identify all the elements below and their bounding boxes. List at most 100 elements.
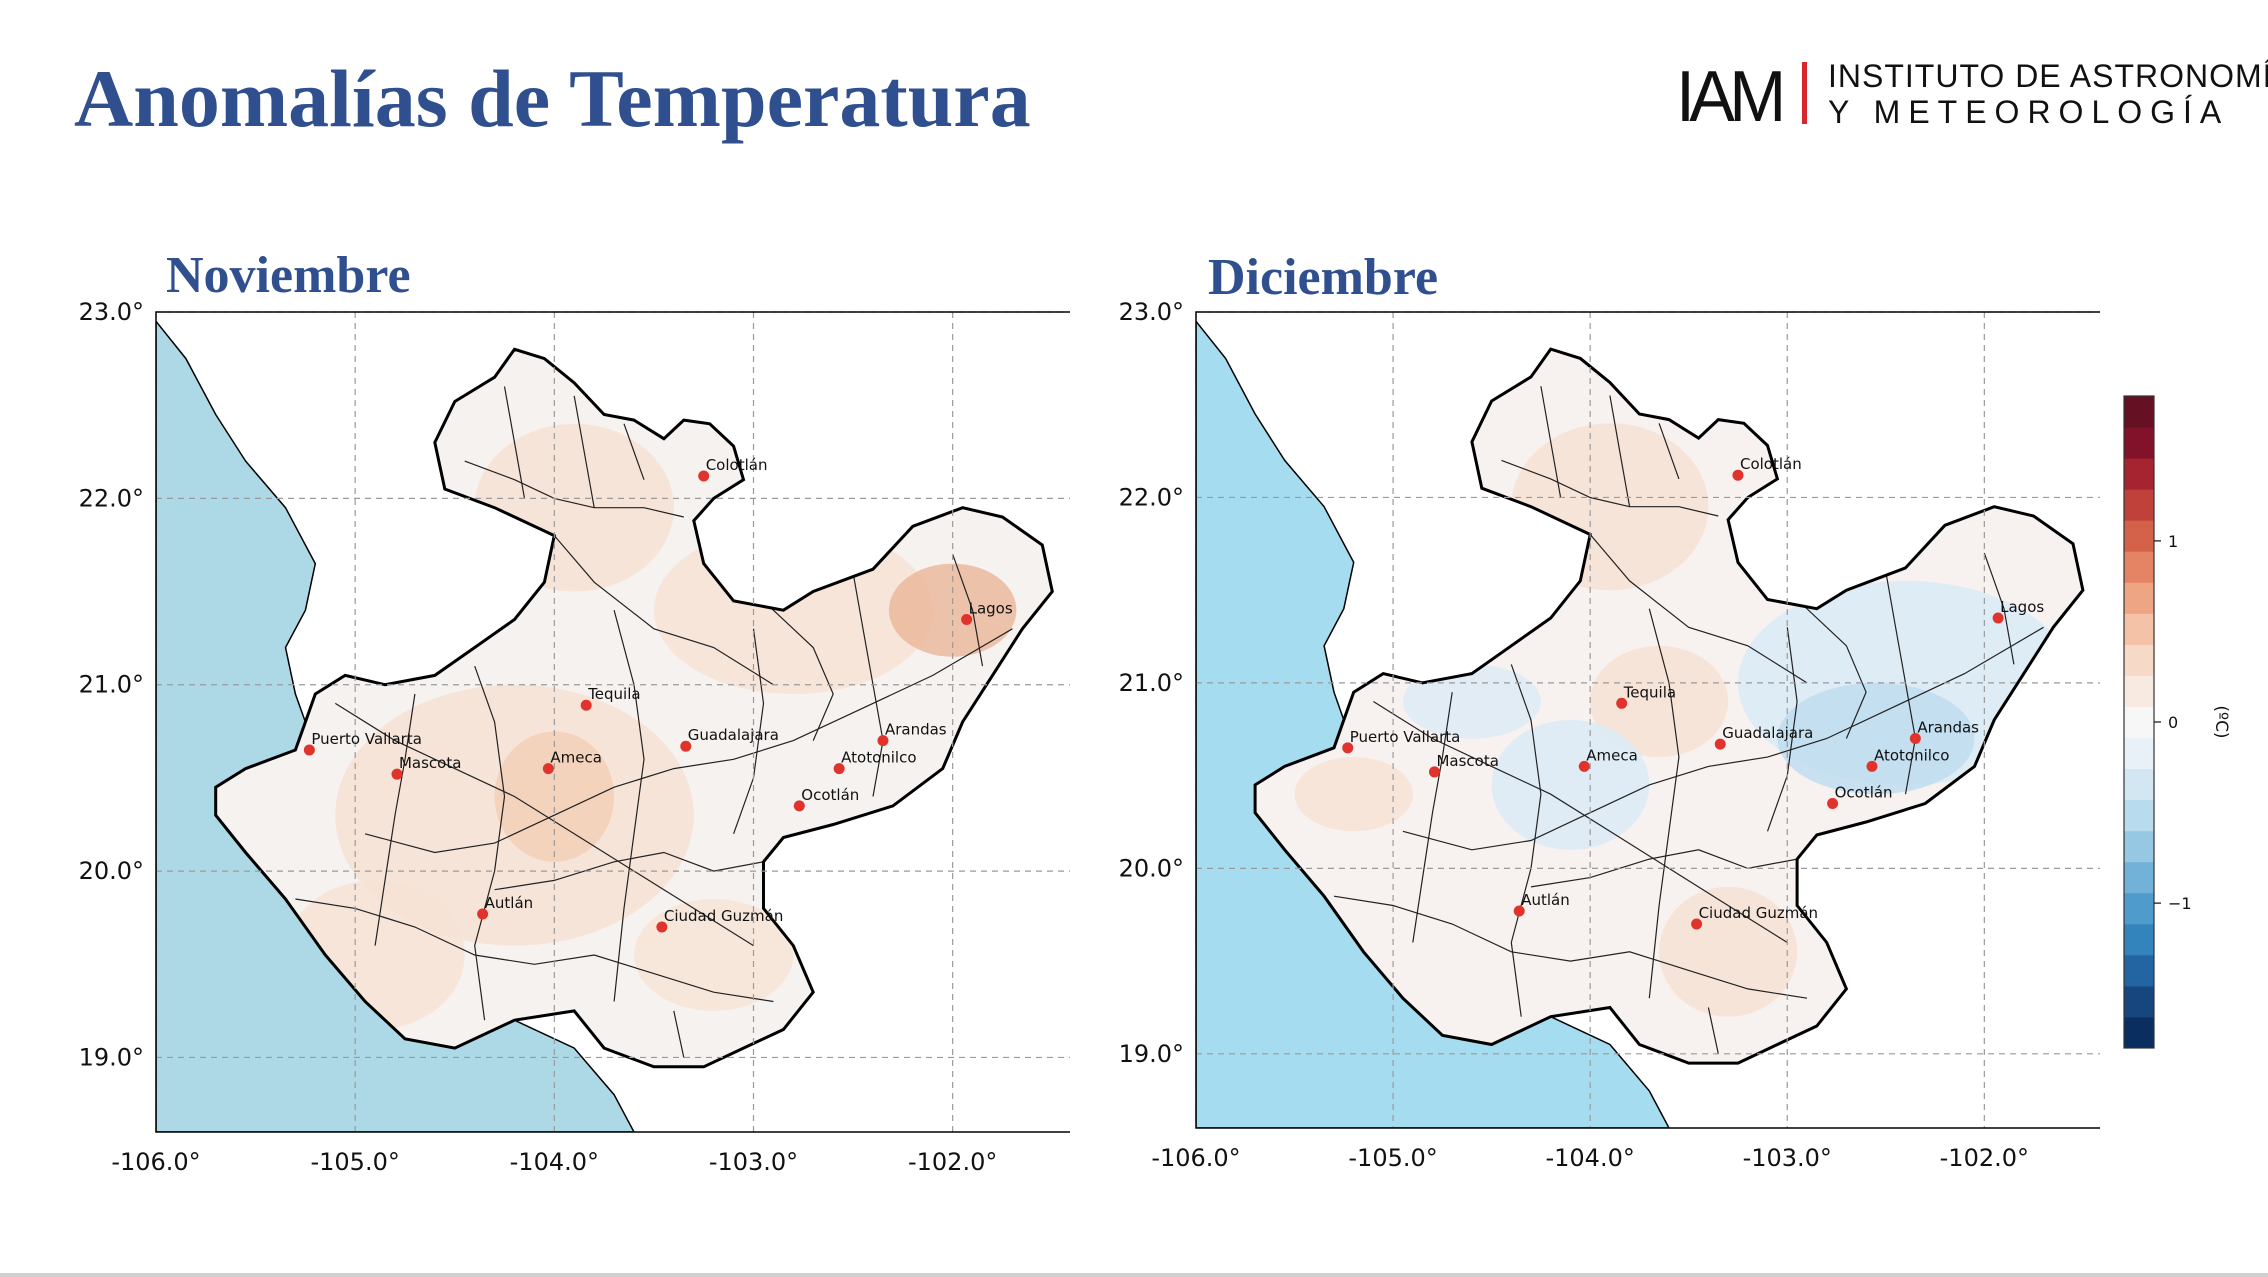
station-marker (833, 763, 845, 775)
municipal-boundary (1648, 608, 1680, 999)
lon-tick-label: -106.0° (1151, 1144, 1240, 1172)
station-marker (1578, 760, 1590, 772)
logo-text-line1: INSTITUTO DE ASTRONOMÍA (1828, 58, 2268, 94)
lat-tick-label: 21.0° (79, 671, 144, 699)
municipal-boundary (1501, 459, 1719, 517)
colorbar-segment (2124, 923, 2154, 956)
station-label: Mascota (1436, 752, 1498, 770)
lat-tick-label: 19.0° (79, 1043, 144, 1071)
station-marker (1342, 742, 1354, 754)
municipal-boundary (1402, 626, 2044, 851)
station-label: Mascota (399, 754, 461, 772)
lat-tick-label: 23.0° (1119, 300, 1184, 326)
map-frame (155, 311, 1070, 1133)
state-outline (214, 347, 1054, 1069)
station-marker (793, 800, 805, 812)
station-label: Lagos (2000, 598, 2044, 616)
municipal-boundary (1983, 552, 2015, 665)
municipal-boundary (673, 1010, 685, 1058)
colorbar-segment (2124, 737, 2154, 770)
municipal-boundary (374, 693, 416, 946)
lat-tick-label: 20.0° (79, 857, 144, 885)
municipal-boundary (613, 610, 645, 1002)
station-label: Ameca (1586, 746, 1638, 764)
colorbar-tick-label: 0 (2168, 713, 2178, 732)
station-label: Ameca (550, 749, 602, 767)
logo-text-line2: Y METEOROLOGÍA (1828, 94, 2230, 130)
station-label: Puerto Vallarta (311, 730, 422, 748)
municipal-boundary (334, 702, 754, 947)
colorbar-segment (2124, 582, 2154, 614)
municipal-boundary (623, 423, 645, 480)
lon-tick-label: -102.0° (1940, 1144, 2029, 1172)
municipal-boundary (1589, 534, 1808, 684)
station-marker (580, 699, 592, 711)
municipal-boundary (295, 898, 774, 1003)
colorbar-segment (2124, 396, 2154, 428)
station-marker (1428, 766, 1440, 778)
station-label: Puerto Vallarta (1350, 728, 1461, 746)
lon-tick-label: -103.0° (709, 1148, 798, 1176)
station-label: Ciudad Guzmán (664, 907, 783, 925)
colorbar-segment (2124, 458, 2154, 490)
station-marker (1714, 738, 1726, 750)
station-marker (1909, 733, 1921, 745)
station-label: Autlán (1521, 891, 1570, 909)
colorbar-segment (2124, 706, 2154, 739)
colorbar-segment (2124, 675, 2154, 707)
colorbar-segment (2124, 551, 2154, 583)
station-marker (542, 763, 554, 775)
lat-tick-label: 22.0° (79, 484, 144, 512)
station-label: Atotonilco (841, 749, 916, 767)
station-label: Colotlán (706, 456, 768, 474)
station-marker (680, 740, 692, 752)
colorbar-segment (2124, 427, 2154, 459)
lat-tick-label: 20.0° (1119, 854, 1184, 882)
map-diciembre: 23.0° 22.0° 21.0° 20.0° 19.0° -106.0° -105.0° -… (1119, 300, 2100, 1172)
municipal-boundary (1510, 664, 1542, 1017)
anomaly-region (1491, 720, 1650, 850)
colorbar-segment (2124, 613, 2154, 645)
anomaly-region (1294, 757, 1413, 832)
station-label: Colotlán (1740, 455, 1802, 473)
colorbar-tick-label: −1 (2168, 894, 2192, 913)
municipal-boundary (1333, 895, 1808, 999)
municipal-boundary (553, 535, 774, 686)
station-marker (1691, 918, 1703, 930)
logo-mark: IAM (1676, 57, 1786, 137)
station-marker (656, 921, 668, 933)
bottom-divider (0, 1273, 2268, 1277)
colorbar-segment (2124, 985, 2154, 1018)
municipal-boundary (464, 460, 684, 518)
municipal-boundary (1707, 1007, 1719, 1054)
station-label: Autlán (485, 894, 534, 912)
lat-tick-label: 22.0° (1119, 483, 1184, 511)
municipal-boundary (503, 386, 526, 499)
municipal-boundary (1796, 599, 1867, 739)
station-label: Guadalajara (688, 726, 779, 744)
colorbar-segment (2124, 644, 2154, 676)
lon-tick-label: -104.0° (510, 1148, 599, 1176)
lon-tick-label: -106.0° (111, 1148, 200, 1176)
lon-tick-label: -105.0° (310, 1148, 399, 1176)
station-marker (1513, 905, 1525, 917)
lat-tick-label: 23.0° (79, 300, 144, 326)
station-label: Tequila (587, 685, 640, 703)
municipal-boundary (952, 554, 984, 667)
station-label: Lagos (969, 600, 1013, 618)
colorbar: 1 0 −1 (ºC) (2123, 395, 2230, 1049)
anomaly-region (634, 899, 794, 1011)
station-label: Atotonilco (1874, 746, 1949, 764)
anomaly-region (1777, 682, 1975, 795)
colorbar-segment (2124, 520, 2154, 552)
municipal-boundary (1658, 423, 1680, 480)
lat-tick-label: 21.0° (1119, 669, 1184, 697)
municipal-boundary (1609, 395, 1631, 507)
colorbar-segment (2124, 1016, 2154, 1049)
logo-divider (1802, 62, 1807, 124)
colorbar-segment (2124, 768, 2154, 801)
lon-tick-label: -104.0° (1545, 1144, 1634, 1172)
municipal-boundary (1766, 627, 1798, 832)
station-label: Arandas (885, 721, 947, 739)
colorbar-segment (2124, 954, 2154, 987)
